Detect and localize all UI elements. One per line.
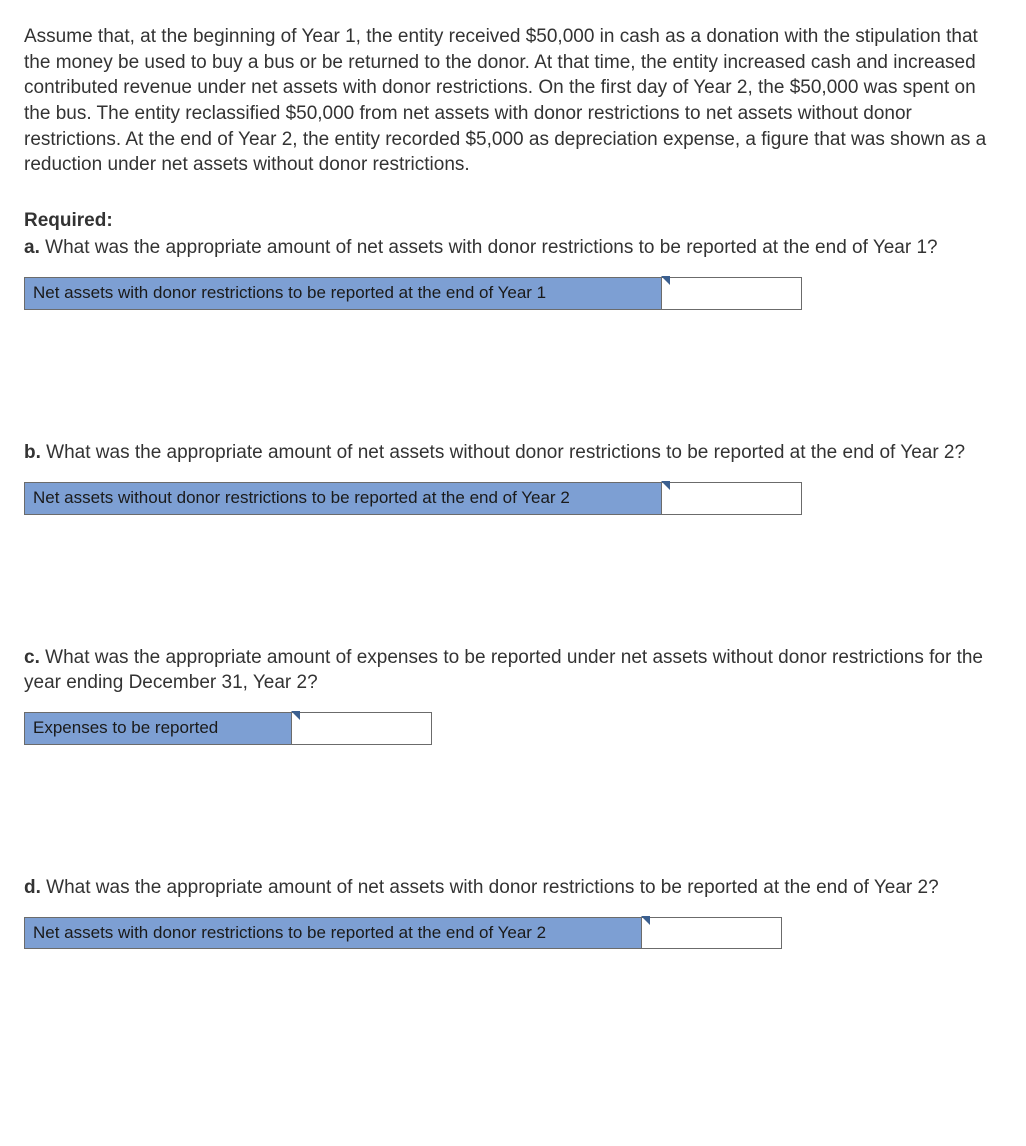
- answer-label-a: Net assets with donor restrictions to be…: [24, 277, 662, 310]
- answer-input-wrap-c: [292, 712, 432, 745]
- question-d: d. What was the appropriate amount of ne…: [24, 875, 1002, 901]
- question-c-letter: c.: [24, 647, 40, 668]
- scenario-text: Assume that, at the beginning of Year 1,…: [24, 24, 1002, 178]
- required-heading: Required:: [24, 208, 1002, 234]
- answer-label-d: Net assets with donor restrictions to be…: [24, 917, 642, 950]
- question-d-text: What was the appropriate amount of net a…: [41, 877, 939, 898]
- answer-row-a: Net assets with donor restrictions to be…: [24, 277, 1002, 310]
- question-a-text: What was the appropriate amount of net a…: [40, 237, 938, 258]
- answer-input-wrap-b: [662, 482, 802, 515]
- question-b: b. What was the appropriate amount of ne…: [24, 440, 1002, 466]
- answer-row-c: Expenses to be reported: [24, 712, 1002, 745]
- question-b-letter: b.: [24, 442, 41, 463]
- question-c: c. What was the appropriate amount of ex…: [24, 645, 1002, 696]
- answer-row-d: Net assets with donor restrictions to be…: [24, 917, 1002, 950]
- question-a-letter: a.: [24, 237, 40, 258]
- answer-input-b[interactable]: [662, 482, 802, 515]
- answer-input-c[interactable]: [292, 712, 432, 745]
- question-b-text: What was the appropriate amount of net a…: [41, 442, 965, 463]
- answer-label-c: Expenses to be reported: [24, 712, 292, 745]
- answer-input-a[interactable]: [662, 277, 802, 310]
- question-a: a. What was the appropriate amount of ne…: [24, 235, 1002, 261]
- answer-input-wrap-a: [662, 277, 802, 310]
- answer-label-b: Net assets without donor restrictions to…: [24, 482, 662, 515]
- question-c-text: What was the appropriate amount of expen…: [24, 647, 983, 694]
- answer-input-wrap-d: [642, 917, 782, 950]
- answer-input-d[interactable]: [642, 917, 782, 950]
- question-d-letter: d.: [24, 877, 41, 898]
- answer-row-b: Net assets without donor restrictions to…: [24, 482, 1002, 515]
